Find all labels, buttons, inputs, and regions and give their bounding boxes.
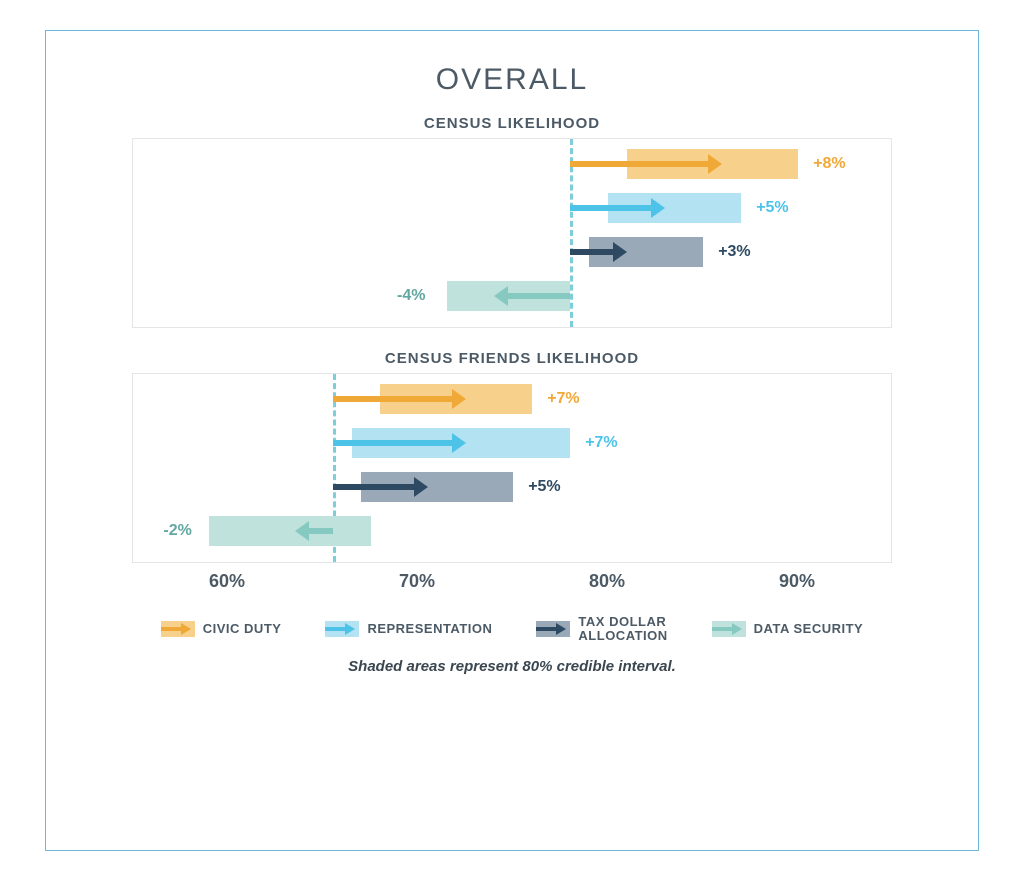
effect-value-label: +7% xyxy=(547,390,579,408)
x-axis-tick: 60% xyxy=(209,571,245,592)
x-axis: 60% 70% 80% 90% xyxy=(132,571,892,597)
effect-arrow-head xyxy=(452,433,466,453)
plot-stack: CENSUS LIKELIHOOD +8% +5% +3% -4% CENSUS FRIE… xyxy=(132,115,892,563)
effect-arrow xyxy=(333,440,454,446)
legend-label: TAX DOLLARALLOCATION xyxy=(578,615,667,642)
effect-value-label: +5% xyxy=(756,199,788,217)
legend-label: REPRESENTATION xyxy=(367,621,492,636)
effect-value-label: +7% xyxy=(585,434,617,452)
x-axis-tick: 90% xyxy=(779,571,815,592)
panel-plot-census_likelihood: +8% +5% +3% -4% xyxy=(132,138,892,328)
effect-arrow xyxy=(333,484,416,490)
series-row-representation: +7% xyxy=(133,428,891,458)
legend-label: DATA SECURITY xyxy=(754,621,864,636)
effect-arrow xyxy=(570,249,615,255)
effect-arrow-head xyxy=(414,477,428,497)
series-row-data_security: -2% xyxy=(133,516,891,546)
effect-value-label: +8% xyxy=(813,155,845,173)
x-axis-tick: 80% xyxy=(589,571,625,592)
series-row-tax_dollar: +3% xyxy=(133,237,891,267)
legend-swatch-icon xyxy=(712,619,746,639)
effect-arrow xyxy=(307,528,333,534)
effect-arrow-head xyxy=(651,198,665,218)
footnote: Shaded areas represent 80% credible inte… xyxy=(76,658,948,675)
legend-item-tax_dollar: TAX DOLLARALLOCATION xyxy=(536,615,667,642)
legend-swatch-icon xyxy=(325,619,359,639)
series-row-civic_duty: +8% xyxy=(133,149,891,179)
chart-title: OVERALL xyxy=(76,63,948,97)
effect-arrow xyxy=(506,293,570,299)
legend-swatch-icon xyxy=(161,619,195,639)
series-row-civic_duty: +7% xyxy=(133,384,891,414)
effect-value-label: +3% xyxy=(718,243,750,261)
legend-item-data_security: DATA SECURITY xyxy=(712,619,864,639)
effect-arrow xyxy=(570,161,710,167)
effect-arrow-head xyxy=(494,286,508,306)
series-row-data_security: -4% xyxy=(133,281,891,311)
series-row-tax_dollar: +5% xyxy=(133,472,891,502)
effect-value-label: -2% xyxy=(163,522,191,540)
effect-value-label: +5% xyxy=(528,478,560,496)
panel-subtitle: CENSUS LIKELIHOOD xyxy=(132,115,892,132)
legend-swatch-icon xyxy=(536,619,570,639)
legend-item-civic_duty: CIVIC DUTY xyxy=(161,619,282,639)
effect-arrow-head xyxy=(613,242,627,262)
legend-item-representation: REPRESENTATION xyxy=(325,619,492,639)
effect-arrow-head xyxy=(708,154,722,174)
effect-arrow xyxy=(570,205,653,211)
x-axis-tick: 70% xyxy=(399,571,435,592)
series-row-representation: +5% xyxy=(133,193,891,223)
panel-plot-census_friends_likelihood: +7% +7% +5% -2% xyxy=(132,373,892,563)
page: OVERALL CENSUS LIKELIHOOD+8%+5%+3%-4%CEN… xyxy=(0,0,1024,881)
panel-subtitle: CENSUS FRIENDS LIKELIHOOD xyxy=(132,350,892,367)
chart-frame: OVERALL CENSUS LIKELIHOOD+8%+5%+3%-4%CEN… xyxy=(45,30,979,851)
legend-label: CIVIC DUTY xyxy=(203,621,282,636)
credible-interval-band xyxy=(209,516,371,546)
effect-value-label: -4% xyxy=(397,287,425,305)
effect-arrow-head xyxy=(452,389,466,409)
effect-arrow-head xyxy=(295,521,309,541)
legend: CIVIC DUTY REPRESENTATION TAX DOLLARALLOCA… xyxy=(76,615,948,642)
effect-arrow xyxy=(333,396,454,402)
